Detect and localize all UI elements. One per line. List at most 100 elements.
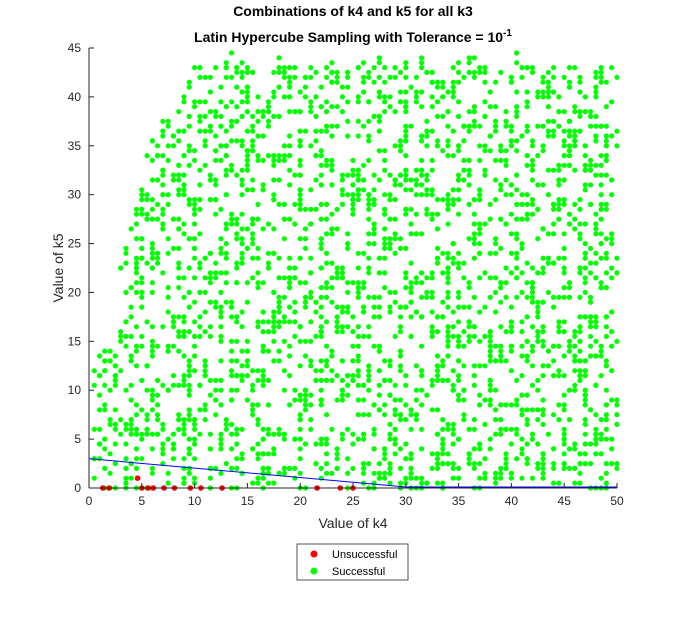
successful-point — [508, 231, 514, 237]
successful-point — [318, 436, 324, 442]
successful-point — [297, 426, 303, 432]
successful-point — [276, 275, 282, 281]
successful-point — [603, 333, 610, 339]
successful-point — [181, 431, 187, 437]
successful-point — [229, 216, 235, 222]
successful-point — [561, 465, 567, 471]
successful-point — [588, 123, 594, 129]
successful-point — [244, 358, 250, 364]
successful-point — [588, 294, 594, 300]
successful-point — [318, 285, 324, 291]
successful-point — [529, 285, 536, 291]
successful-point — [408, 470, 414, 476]
successful-point — [503, 109, 509, 115]
successful-point — [234, 456, 240, 462]
successful-point — [292, 333, 298, 339]
successful-point — [339, 94, 345, 100]
successful-point — [186, 329, 192, 335]
successful-point — [302, 226, 309, 232]
successful-point — [487, 329, 493, 335]
successful-point — [355, 324, 361, 330]
successful-point — [271, 309, 277, 315]
successful-point — [345, 280, 351, 286]
successful-point — [529, 407, 536, 413]
successful-point — [413, 387, 419, 393]
successful-point — [376, 60, 382, 66]
successful-point — [313, 128, 319, 134]
successful-point — [508, 475, 514, 481]
successful-point — [403, 104, 409, 110]
successful-point — [192, 236, 198, 242]
successful-point — [382, 475, 388, 481]
successful-point — [524, 421, 530, 427]
successful-point — [551, 480, 557, 486]
successful-point — [176, 329, 182, 335]
successful-point — [609, 99, 615, 105]
successful-point — [529, 157, 536, 163]
successful-point — [297, 446, 303, 452]
successful-point — [598, 436, 604, 442]
successful-point — [371, 446, 377, 452]
successful-point — [514, 426, 520, 432]
x-tick-label: 45 — [558, 494, 572, 508]
successful-point — [265, 431, 272, 437]
successful-point — [239, 377, 245, 383]
successful-point — [260, 329, 266, 335]
successful-point — [524, 65, 530, 71]
successful-point — [218, 446, 224, 452]
successful-point — [297, 456, 303, 462]
successful-point — [318, 324, 324, 330]
successful-point — [350, 197, 356, 203]
successful-point — [376, 270, 382, 276]
successful-point — [588, 167, 594, 173]
successful-point — [413, 412, 419, 418]
successful-point — [133, 211, 140, 217]
successful-point — [144, 192, 150, 198]
successful-point — [186, 436, 192, 442]
successful-point — [271, 197, 277, 203]
successful-point — [434, 260, 441, 266]
successful-point — [424, 128, 430, 134]
successful-point — [207, 172, 213, 178]
successful-point — [149, 343, 155, 349]
y-tick-label: 5 — [74, 432, 81, 446]
successful-point — [223, 143, 229, 149]
successful-point — [234, 319, 240, 325]
successful-point — [561, 426, 567, 432]
successful-point — [503, 148, 509, 154]
successful-point — [350, 172, 356, 178]
successful-point — [487, 216, 493, 222]
successful-point — [498, 324, 504, 330]
successful-point — [260, 475, 266, 481]
successful-point — [466, 236, 472, 242]
successful-point — [498, 470, 504, 476]
successful-point — [234, 314, 240, 320]
successful-point — [223, 74, 229, 80]
successful-point — [329, 377, 335, 383]
y-tick-label: 35 — [68, 139, 82, 153]
successful-point — [271, 329, 277, 335]
successful-point — [334, 397, 340, 403]
successful-point — [165, 143, 171, 149]
successful-point — [529, 167, 536, 173]
successful-point — [329, 226, 335, 232]
successful-point — [112, 421, 118, 427]
successful-point — [498, 426, 504, 432]
successful-point — [477, 221, 483, 227]
successful-point — [598, 206, 604, 212]
successful-point — [593, 436, 599, 442]
successful-point — [234, 265, 240, 271]
successful-point — [471, 324, 477, 330]
successful-point — [387, 431, 393, 437]
successful-point — [556, 123, 562, 129]
successful-point — [287, 182, 293, 188]
successful-point — [276, 294, 282, 300]
successful-point — [276, 84, 282, 90]
successful-point — [181, 353, 187, 359]
successful-point — [334, 451, 340, 457]
successful-point — [514, 402, 520, 408]
successful-point — [366, 99, 372, 105]
successful-point — [503, 461, 509, 467]
successful-point — [408, 84, 414, 90]
successful-point — [149, 338, 155, 344]
